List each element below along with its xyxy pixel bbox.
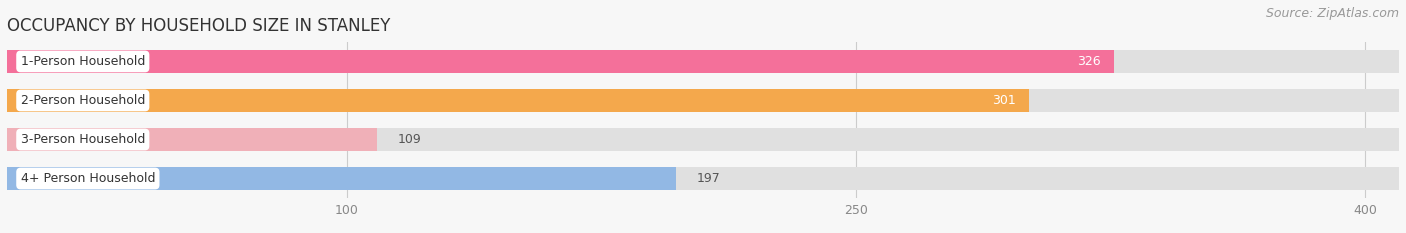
Text: 301: 301	[991, 94, 1015, 107]
Text: 326: 326	[1077, 55, 1101, 68]
Bar	[7, 89, 1029, 112]
Text: 4+ Person Household: 4+ Person Household	[21, 172, 155, 185]
Text: OCCUPANCY BY HOUSEHOLD SIZE IN STANLEY: OCCUPANCY BY HOUSEHOLD SIZE IN STANLEY	[7, 17, 391, 35]
Text: Source: ZipAtlas.com: Source: ZipAtlas.com	[1265, 7, 1399, 20]
Bar	[7, 167, 1399, 190]
Bar	[7, 167, 676, 190]
Text: 2-Person Household: 2-Person Household	[21, 94, 145, 107]
Bar	[7, 128, 377, 151]
Bar	[7, 128, 1399, 151]
Text: 1-Person Household: 1-Person Household	[21, 55, 145, 68]
Bar	[7, 50, 1114, 73]
Text: 3-Person Household: 3-Person Household	[21, 133, 145, 146]
Bar	[7, 50, 1399, 73]
Text: 197: 197	[696, 172, 720, 185]
Bar	[7, 89, 1399, 112]
Text: 109: 109	[398, 133, 422, 146]
